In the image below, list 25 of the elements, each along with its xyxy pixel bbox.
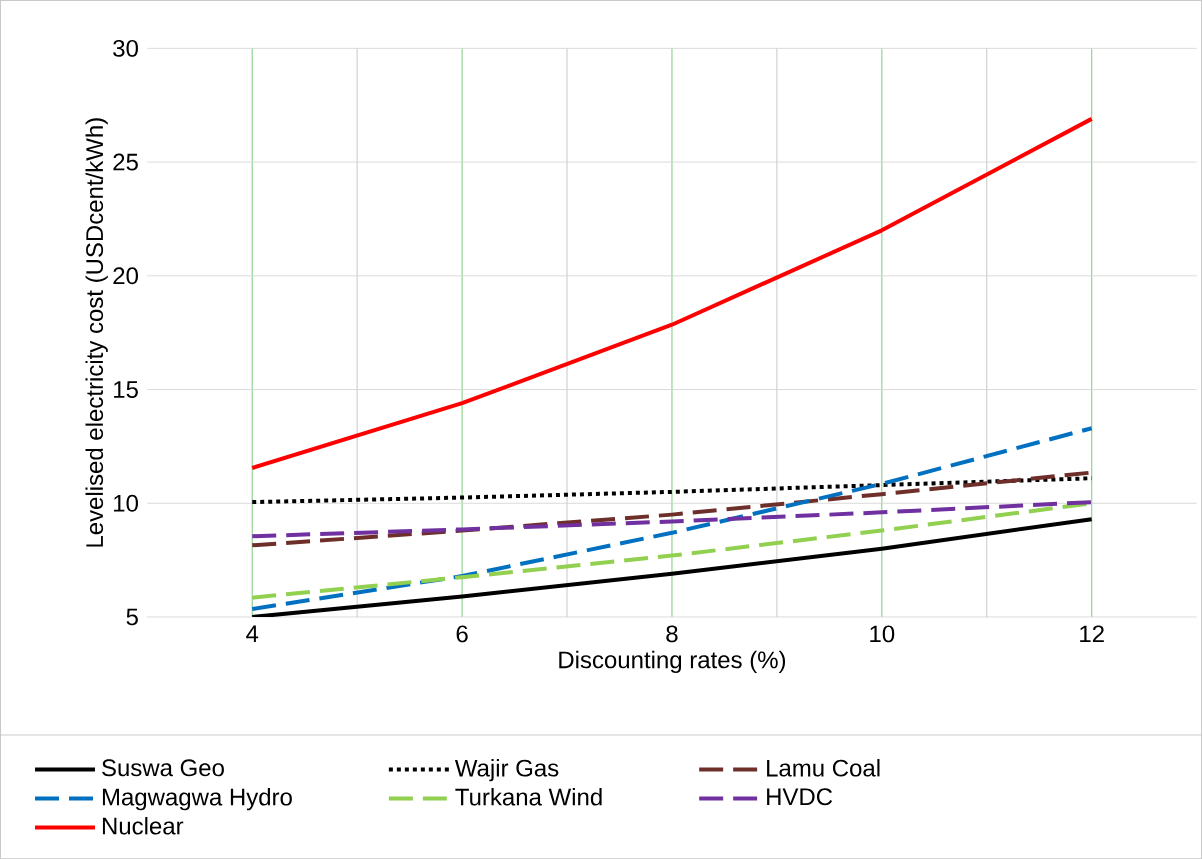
line-series bbox=[250, 500, 1094, 539]
legend-label: Magwagwa Hydro bbox=[102, 787, 292, 811]
line-series bbox=[250, 476, 1094, 505]
legend-label: Lamu Coal bbox=[767, 758, 880, 777]
legend-label: Wajir Gas bbox=[454, 758, 559, 782]
x-tick-label: 12 bbox=[1080, 625, 1104, 643]
y-axis-title: Levelised electricity cost (USDcent/kWh) bbox=[85, 118, 108, 547]
line-series bbox=[250, 116, 1094, 470]
y-tick-label: 20 bbox=[113, 267, 138, 285]
y-tick-label: 15 bbox=[114, 381, 138, 398]
y-tick-label: 30 bbox=[113, 39, 138, 57]
legend-label: Nuclear bbox=[102, 816, 184, 835]
x-tick-label: 8 bbox=[666, 625, 678, 643]
x-axis-title: Discounting rates (%) bbox=[559, 650, 786, 673]
line-series bbox=[250, 426, 1094, 611]
legend-label: HVDC bbox=[767, 788, 833, 806]
line-series bbox=[250, 517, 1094, 617]
y-tick-label: 5 bbox=[126, 608, 138, 626]
y-tick-label: 25 bbox=[113, 153, 138, 171]
y-tick-label: 10 bbox=[114, 494, 138, 512]
x-tick-label: 4 bbox=[246, 625, 259, 642]
x-tick-label: 6 bbox=[456, 625, 468, 643]
legend-label: Turkana Wind bbox=[455, 787, 602, 806]
legend-label: Suswa Geo bbox=[102, 759, 224, 777]
x-tick-label: 10 bbox=[870, 625, 895, 643]
